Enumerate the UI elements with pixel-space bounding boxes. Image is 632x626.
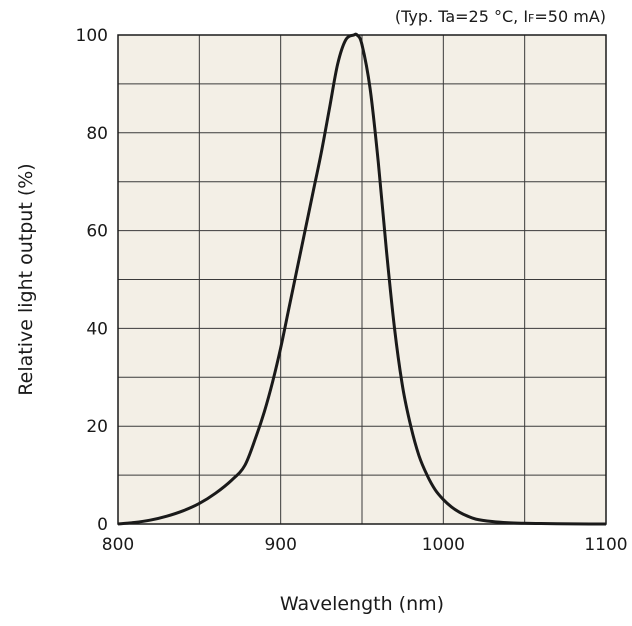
y-tick-label: 0	[97, 515, 108, 535]
series-line-relative-output	[117, 32, 607, 526]
conditions-suffix: =50 mA)	[534, 7, 606, 26]
y-tick-label: 60	[86, 222, 108, 242]
grid-lines	[118, 35, 606, 524]
x-tick-label: 900	[264, 535, 296, 555]
x-tick-label: 800	[102, 535, 134, 555]
x-tick-label: 1000	[422, 535, 465, 555]
y-tick-label: 80	[86, 124, 108, 144]
y-tick-label: 20	[86, 417, 108, 437]
y-tick-label: 100	[76, 26, 108, 46]
x-axis-label: Wavelength (nm)	[280, 593, 444, 615]
conditions-subscript: F	[528, 12, 534, 25]
measurement-conditions: (Typ. Ta=25 °C, IF=50 mA)	[395, 7, 606, 26]
conditions-prefix: (Typ. Ta=25 °C, I	[395, 7, 528, 26]
x-tick-labels: 800 900 1000 1100	[102, 535, 628, 555]
y-tick-labels: 0 20 40 60 80 100	[76, 26, 108, 535]
plot-frame	[117, 34, 607, 525]
y-axis-label: Relative light output (%)	[15, 163, 37, 395]
x-tick-label: 1100	[584, 535, 627, 555]
y-tick-label: 40	[86, 319, 108, 339]
